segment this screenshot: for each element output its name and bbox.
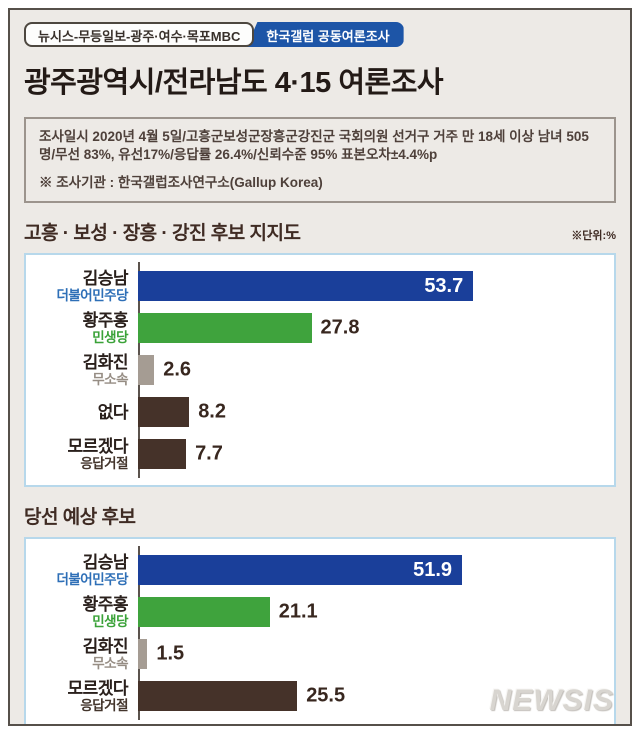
bar-track: 27.8 <box>138 313 600 344</box>
survey-methodology-box: 조사일시 2020년 4월 5일/고흥군보성군장흥군강진군 국회의원 선거구 거… <box>24 117 616 204</box>
value-label: 53.7 <box>424 274 464 297</box>
value-bar <box>138 313 312 344</box>
value-bar <box>138 439 187 470</box>
page-title: 광주광역시/전라남도 4·15 여론조사 <box>24 67 444 99</box>
bar-row: 김승남 더불어민주당 51.9 <box>26 552 600 587</box>
candidate-label: 없다 <box>26 402 138 422</box>
bar-row: 김화진 무소속 2.6 <box>26 352 600 387</box>
chart2-header: 당선 예상 후보 <box>24 502 616 529</box>
value-label: 8.2 <box>198 400 226 423</box>
candidate-label: 황주홍 민생당 <box>26 594 138 629</box>
chart1-header: 고흥 · 보성 · 장흥 · 강진 후보 지지도 ※단위:% <box>24 218 616 245</box>
chart1-title: 고흥 · 보성 · 장흥 · 강진 후보 지지도 <box>24 223 301 245</box>
candidate-party: 응답거절 <box>80 697 128 713</box>
candidate-party: 민생당 <box>92 613 128 629</box>
bar-track: 8.2 <box>138 397 600 428</box>
bar-track: 7.7 <box>138 439 600 470</box>
candidate-name: 황주홍 <box>82 594 129 614</box>
candidate-label: 황주홍 민생당 <box>26 310 138 345</box>
candidate-label: 김화진 무소속 <box>26 636 138 671</box>
value-bar: 51.9 <box>138 555 463 586</box>
bar-track: 25.5 <box>138 681 600 712</box>
chart1-unit-label: ※단위:% <box>571 230 616 243</box>
chart2-axis-line <box>138 546 140 721</box>
candidate-name: 김승남 <box>82 268 129 288</box>
value-bar <box>138 639 148 670</box>
value-bar <box>138 681 298 712</box>
candidate-party: 응답거절 <box>80 455 128 471</box>
media-sources-label: 뉴시스-무등일보-광주·여수·목포MBC <box>38 29 241 44</box>
bar-track: 2.6 <box>138 355 600 386</box>
candidate-name: 황주홍 <box>82 310 129 330</box>
survey-details-text: 조사일시 2020년 4월 5일/고흥군보성군장흥군강진군 국회의원 선거구 거… <box>39 129 589 162</box>
value-label: 27.8 <box>320 316 360 339</box>
candidate-name: 김화진 <box>82 352 129 372</box>
candidate-party: 민생당 <box>92 329 128 345</box>
source-badges: 뉴시스-무등일보-광주·여수·목포MBC 한국갤럽 공동여론조사 <box>24 22 616 47</box>
candidate-label: 김승남 더불어민주당 <box>26 552 138 587</box>
candidate-label: 김화진 무소속 <box>26 352 138 387</box>
survey-agency-text: ※ 조사기관 : 한국갤럽조사연구소(Gallup Korea) <box>39 174 323 190</box>
bar-row: 황주홍 민생당 27.8 <box>26 310 600 345</box>
candidate-party: 무소속 <box>92 371 128 387</box>
bar-row: 김화진 무소속 1.5 <box>26 636 600 671</box>
value-label: 2.6 <box>163 358 192 381</box>
candidate-name: 김화진 <box>82 636 129 656</box>
candidate-label: 김승남 더불어민주당 <box>26 268 138 303</box>
candidate-name: 없다 <box>97 402 129 422</box>
bar-track: 1.5 <box>138 639 600 670</box>
gallup-joint-poll-label: 한국갤럽 공동여론조사 <box>266 29 390 44</box>
candidate-party: 더불어민주당 <box>56 571 128 587</box>
value-label: 1.5 <box>156 642 185 665</box>
value-label: 25.5 <box>306 684 346 707</box>
value-bar <box>138 355 155 386</box>
candidate-name: 모르겠다 <box>67 436 128 456</box>
bar-track: 21.1 <box>138 597 600 628</box>
candidate-party: 무소속 <box>92 655 128 671</box>
candidate-support-chart: 김승남 더불어민주당 53.7 황주홍 민생당 27.8 김화진 무소속 2.6 없다 8.2 모르겠… <box>24 253 616 488</box>
bar-row: 모르겠다 응답거절 25.5 <box>26 678 600 713</box>
gallup-joint-poll-badge: 한국갤럽 공동여론조사 <box>246 22 404 47</box>
chart2-title: 당선 예상 후보 <box>24 507 136 529</box>
bar-row: 모르겠다 응답거절 7.7 <box>26 436 600 471</box>
newsis-watermark: NEWSIS <box>489 684 614 717</box>
poll-infographic: 뉴시스-무등일보-광주·여수·목포MBC 한국갤럽 공동여론조사 광주광역시/전… <box>8 8 632 726</box>
bar-row: 없다 8.2 <box>26 397 600 428</box>
expected-winner-chart: 김승남 더불어민주당 51.9 황주홍 민생당 21.1 김화진 무소속 1.5 모르겠다 응답거절… <box>24 537 616 724</box>
media-sources-badge: 뉴시스-무등일보-광주·여수·목포MBC <box>24 22 255 47</box>
value-label: 21.1 <box>278 600 318 623</box>
candidate-party: 더불어민주당 <box>56 287 128 303</box>
value-bar <box>138 397 190 428</box>
candidate-name: 모르겠다 <box>67 678 128 698</box>
bar-row: 김승남 더불어민주당 53.7 <box>26 268 600 303</box>
bar-track: 51.9 <box>138 555 600 586</box>
candidate-label: 모르겠다 응답거절 <box>26 678 138 713</box>
value-label: 7.7 <box>195 442 223 465</box>
bar-track: 53.7 <box>138 271 600 302</box>
value-label: 51.9 <box>413 558 453 581</box>
candidate-label: 모르겠다 응답거절 <box>26 436 138 471</box>
bar-row: 황주홍 민생당 21.1 <box>26 594 600 629</box>
value-bar <box>138 597 270 628</box>
candidate-name: 김승남 <box>82 552 129 572</box>
value-bar: 53.7 <box>138 271 474 302</box>
